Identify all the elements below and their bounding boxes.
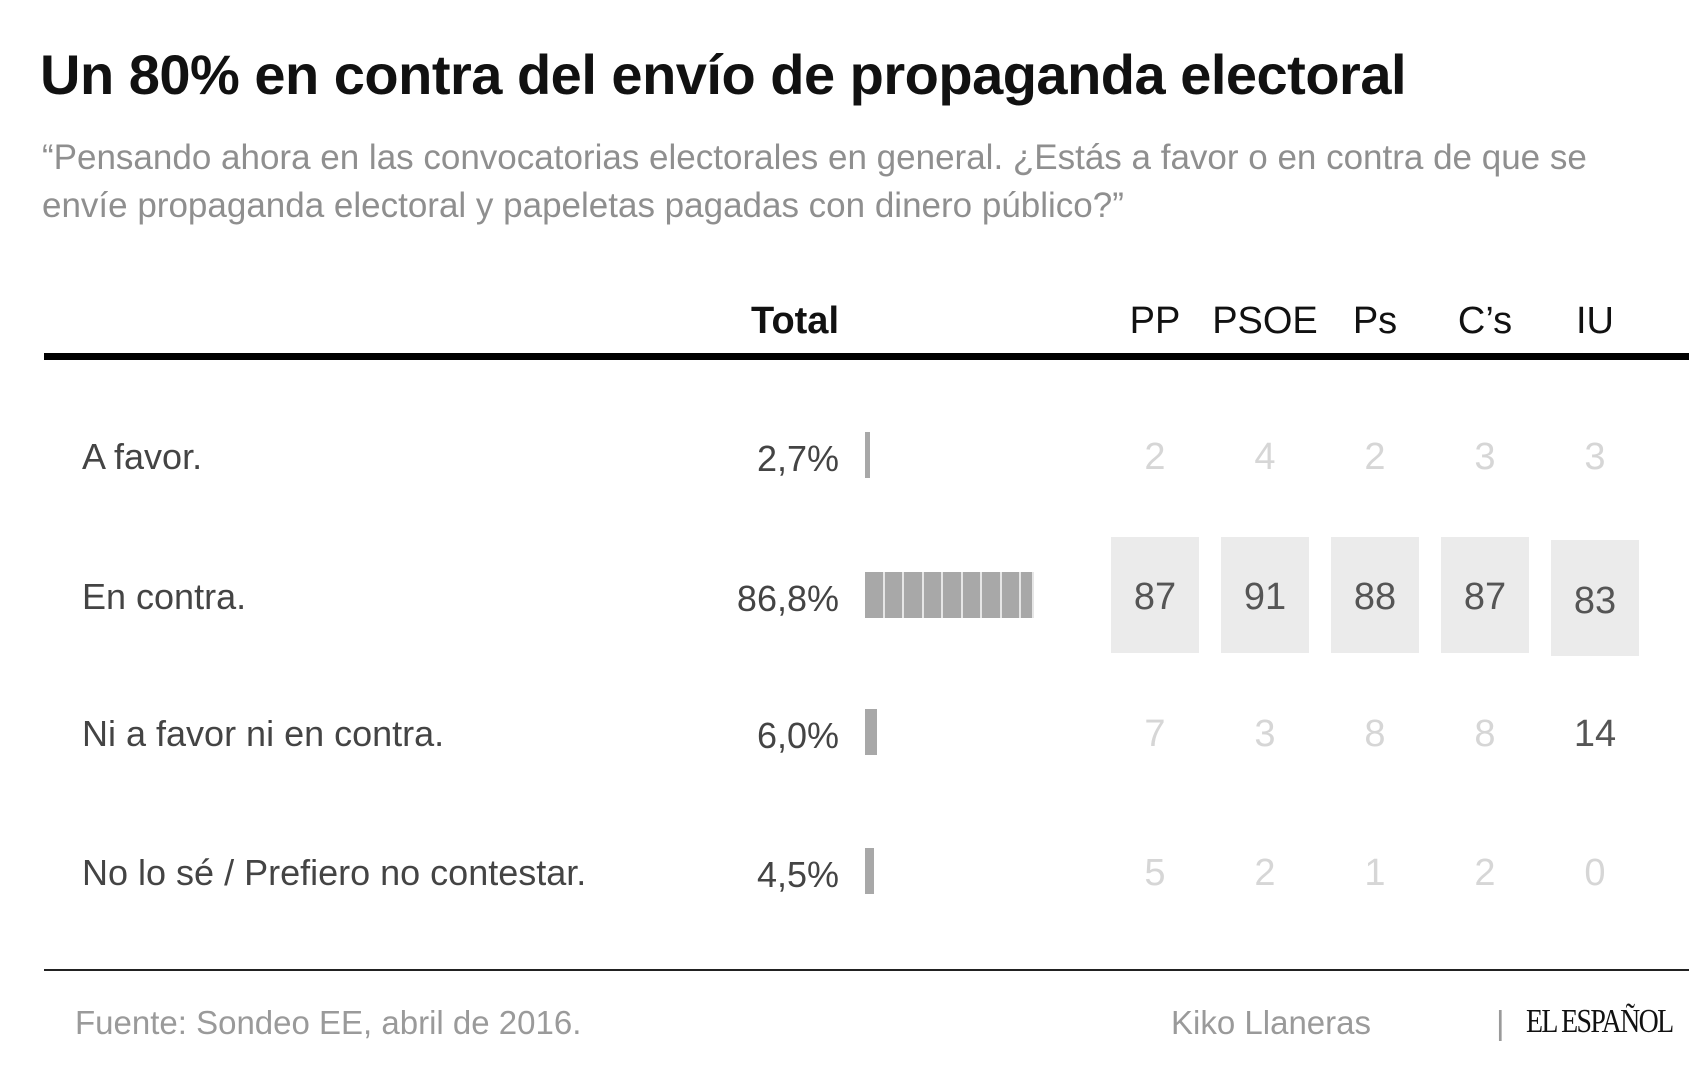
column-header-party: C’s [1457, 300, 1513, 342]
bar-segment [865, 848, 874, 894]
footer-rule [44, 969, 1689, 971]
chart-subtitle: “Pensando ahora en las convocatorias ele… [42, 138, 1587, 225]
party-value: 4 [1254, 436, 1276, 478]
column-header-total: Total [751, 300, 839, 342]
column-header-party: PP [1129, 300, 1181, 342]
row-total-value: 4,5% [756, 854, 839, 895]
party-value: 1 [1364, 852, 1386, 894]
party-value: 91 [1243, 576, 1287, 618]
header-rule [44, 353, 1689, 360]
bar-segment [943, 572, 963, 618]
bar-segment [884, 572, 904, 618]
bar-segment [865, 709, 877, 755]
credit-separator: | [1496, 1004, 1505, 1041]
highlight-box [1551, 540, 1639, 656]
row-label: Ni a favor ni en contra. [82, 713, 445, 754]
party-value: 2 [1144, 436, 1166, 478]
party-value: 83 [1573, 580, 1617, 622]
bar-segment [904, 572, 924, 618]
bar-segment [982, 572, 1002, 618]
column-header-party: Ps [1352, 300, 1398, 342]
party-value: 87 [1463, 576, 1507, 618]
party-value: 88 [1353, 576, 1397, 618]
bar-segment [1001, 572, 1021, 618]
party-value: 8 [1364, 713, 1386, 755]
bar-segment [865, 432, 871, 478]
source-note: Fuente: Sondeo EE, abril de 2016. [75, 1004, 582, 1041]
highlight-box [1331, 537, 1419, 653]
bar-segment [962, 572, 982, 618]
party-value: 0 [1584, 852, 1606, 894]
party-value: 8 [1474, 713, 1496, 755]
party-value: 14 [1573, 713, 1617, 755]
highlight-box [1221, 537, 1309, 653]
party-value: 7 [1144, 713, 1166, 755]
party-value: 3 [1584, 436, 1606, 478]
row-label: No lo sé / Prefiero no contestar. [82, 852, 587, 893]
bar-segment [1021, 572, 1035, 618]
chart-title: Un 80% en contra del envío de propaganda… [40, 43, 1407, 106]
author-credit: Kiko Llaneras [1171, 1004, 1371, 1041]
party-value: 5 [1144, 852, 1166, 894]
row-label: En contra. [82, 576, 247, 617]
party-value: 87 [1133, 576, 1177, 618]
row-total-value: 86,8% [736, 578, 839, 619]
highlight-box [1111, 537, 1199, 653]
party-value: 3 [1474, 436, 1496, 478]
row-total-value: 2,7% [756, 438, 839, 479]
party-value: 2 [1474, 852, 1496, 894]
bar-segment [923, 572, 943, 618]
row-total-value: 6,0% [756, 715, 839, 756]
highlight-box [1441, 537, 1529, 653]
bar-segment [865, 572, 885, 618]
column-header-party: PSOE [1212, 300, 1318, 342]
row-label: A favor. [82, 436, 203, 477]
party-value: 2 [1364, 436, 1386, 478]
party-value: 3 [1254, 713, 1276, 755]
column-header-party: IU [1576, 300, 1614, 342]
brand-logo: EL ESPAÑOL [1526, 1003, 1674, 1040]
party-value: 2 [1254, 852, 1276, 894]
